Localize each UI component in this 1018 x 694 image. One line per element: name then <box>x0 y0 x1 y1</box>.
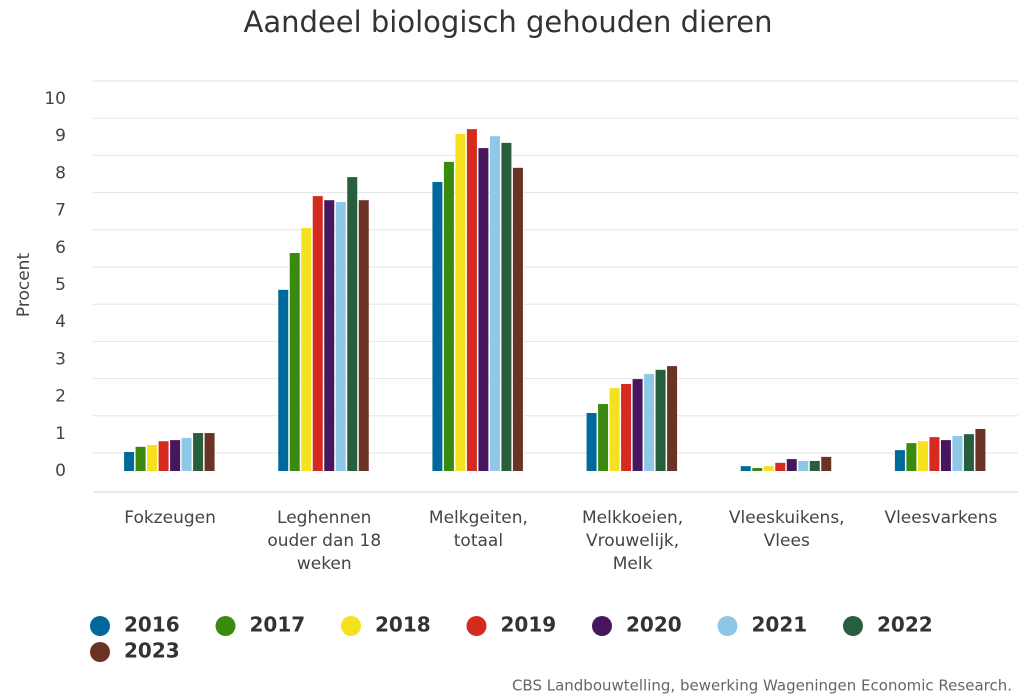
source: CBS Landbouwtelling, bewerking Wageninge… <box>512 677 1012 694</box>
bar <box>312 196 323 472</box>
y-tick-label: 5 <box>55 275 66 295</box>
bar <box>135 446 146 471</box>
bar <box>621 383 632 471</box>
legend-label: 2018 <box>375 613 431 637</box>
y-tick-label: 9 <box>55 126 66 146</box>
y-tick-label: 7 <box>55 201 66 221</box>
bar <box>278 289 289 471</box>
y-tick-label: 6 <box>55 238 66 258</box>
bar <box>158 441 169 471</box>
x-tick-label: Vleeskuikens, Vlees <box>728 508 845 551</box>
legend-label: 2019 <box>501 613 557 637</box>
bar <box>432 181 443 471</box>
bar <box>204 433 215 471</box>
y-tick-label: 0 <box>55 461 66 481</box>
bar <box>335 202 346 471</box>
legend-label: 2017 <box>250 613 306 637</box>
legend-label: 2016 <box>124 613 180 637</box>
y-axis-title: Procent <box>14 253 34 318</box>
legend-label: 2023 <box>124 639 180 663</box>
legend-label: 2020 <box>626 613 682 637</box>
x-tick-label: Fokzeugen <box>124 508 216 528</box>
legend-swatch <box>215 616 236 636</box>
bar <box>455 133 466 471</box>
x-tick-label: Melkkoeien, Vrouwelijk, Melk <box>582 508 684 574</box>
bar <box>598 404 609 471</box>
bar <box>358 200 369 471</box>
y-tick-label: 8 <box>55 163 66 183</box>
y-tick-label: 2 <box>55 387 66 407</box>
bar <box>586 412 597 471</box>
y-tick-label: 1 <box>55 424 66 444</box>
bar <box>324 200 335 471</box>
legend-swatch <box>717 616 738 636</box>
bar <box>798 460 809 471</box>
legend-label: 2022 <box>877 613 933 637</box>
x-tick-label: Vleesvarkens <box>884 508 998 528</box>
bar <box>906 443 917 471</box>
y-tick-label: 3 <box>55 349 66 369</box>
chart-title: Aandeel biologisch gehouden dieren <box>244 5 773 39</box>
bar <box>489 136 500 471</box>
bar <box>952 436 963 471</box>
bar <box>443 161 454 472</box>
bar <box>478 148 489 471</box>
y-tick-label: 10 <box>44 89 66 109</box>
bar <box>763 466 774 471</box>
y-tick-label: 4 <box>55 312 66 332</box>
legend-swatch <box>90 616 110 636</box>
bar <box>809 460 820 471</box>
bar <box>655 369 666 471</box>
x-tick-label: Leghennen ouder dan 18 weken <box>267 508 382 574</box>
bar <box>917 441 928 471</box>
bar <box>821 456 832 471</box>
bar <box>632 379 643 471</box>
bar <box>963 434 974 471</box>
bar <box>301 228 312 471</box>
bar <box>147 444 158 471</box>
legend-label: 2021 <box>752 613 808 637</box>
legend-swatch <box>843 616 863 636</box>
legend-swatch <box>466 616 487 636</box>
bar <box>347 177 358 471</box>
bar <box>775 462 786 471</box>
bar <box>786 459 797 471</box>
bar <box>752 468 763 471</box>
bar <box>929 437 940 471</box>
bar <box>975 428 986 471</box>
bar <box>940 440 951 471</box>
bar <box>894 450 905 471</box>
bar <box>181 437 192 471</box>
bar <box>193 433 204 471</box>
bar <box>289 253 300 471</box>
legend-swatch <box>341 616 361 636</box>
bar <box>170 440 181 471</box>
legend-swatch <box>90 642 110 662</box>
bar <box>609 388 620 471</box>
bar <box>667 366 678 471</box>
bar <box>740 466 751 471</box>
legend-swatch <box>592 616 612 636</box>
x-tick-label: Melkgeiten, totaal <box>428 508 528 551</box>
bar <box>644 373 655 471</box>
bar <box>512 167 523 471</box>
bar <box>124 452 135 471</box>
bar <box>501 142 512 471</box>
bar <box>466 129 477 471</box>
